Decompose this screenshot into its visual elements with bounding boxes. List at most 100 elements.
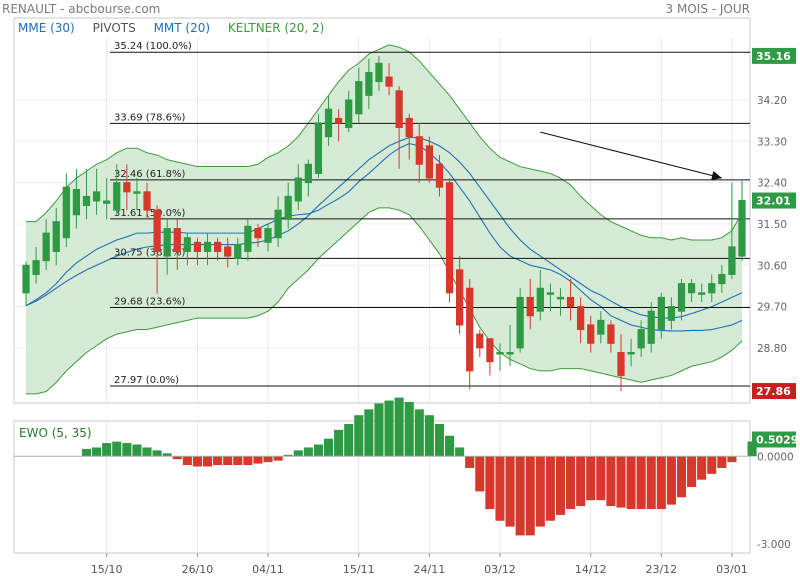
ewo-bar-positive [404, 402, 414, 457]
date-tick-label: 03/01 [716, 563, 748, 576]
date-axis: 15/10 26/10 04/11 15/11 24/11 03/12 14/12 23/12… [91, 553, 748, 576]
ewo-bar-negative [495, 456, 505, 521]
ewo-bar-positive [303, 447, 313, 457]
candle-up [637, 329, 645, 349]
candle-down [476, 333, 484, 349]
fibonacci-label: 35.24 (100.0%) [114, 41, 192, 52]
candle-up [22, 264, 30, 294]
ewo-bar-positive [323, 438, 334, 457]
legend-mmt[interactable]: MMT (20) [153, 21, 211, 35]
candle-up [284, 195, 292, 220]
candle-up [294, 177, 302, 202]
candle-up [365, 71, 373, 96]
ewo-bar-positive [162, 453, 172, 457]
ewo-bar-negative [475, 456, 485, 492]
ewo-bar-positive [455, 447, 465, 457]
candle-up [103, 200, 111, 204]
candle-up [314, 122, 323, 174]
candle-up [647, 310, 655, 344]
legend-mme[interactable]: MME (30) [18, 21, 75, 35]
candle-down [395, 90, 403, 129]
chart-title: RENAULT - abcbourse.com [2, 2, 161, 16]
candle-up [163, 228, 171, 257]
candle-up [738, 200, 746, 257]
candle-up [657, 296, 665, 331]
date-tick-label: 26/10 [182, 563, 214, 576]
ewo-bar-negative [606, 456, 616, 507]
ewo-bar-negative [263, 456, 273, 463]
fibonacci-levels: 35.24 (100.0%) 33.69 (78.6%) 32.46 (61.8%)… [110, 41, 750, 387]
candle-down [456, 269, 464, 326]
ewo-bar-negative [273, 456, 283, 461]
candle-down [577, 306, 585, 331]
price-tick-label: 29.70 [757, 302, 787, 314]
price-tick-label: 28.80 [757, 343, 787, 355]
candle-up [556, 296, 565, 300]
ewo-bar-positive [424, 415, 434, 457]
keltner-band [26, 44, 743, 395]
candle-up [32, 260, 40, 275]
price-tick-label: 34.20 [757, 95, 787, 107]
ewo-bar-negative [586, 456, 596, 501]
candle-down [153, 209, 161, 252]
ewo-bar-negative [485, 456, 495, 510]
candle-down [435, 163, 444, 188]
ewo-tick-label: -3.000 [757, 539, 791, 551]
candle-down [526, 296, 534, 317]
ewo-bar-negative [656, 456, 666, 510]
ewo-bar-negative [202, 456, 213, 467]
candle-up [183, 237, 191, 252]
ewo-bar-positive [152, 450, 162, 457]
chart-period: 3 MOIS - JOUR [665, 2, 750, 16]
ewo-bar-negative [707, 456, 717, 474]
ewo-bar-negative [182, 456, 192, 466]
ewo-bar-negative [545, 456, 555, 521]
price-tag-high-label: 35.16 [756, 50, 791, 63]
candle-up [627, 351, 635, 355]
ewo-bar-positive [354, 415, 364, 457]
ewo-bar-positive [102, 443, 112, 457]
price-tag-low-label: 27.86 [756, 385, 791, 398]
candle-up [506, 351, 514, 355]
candle-up [496, 351, 504, 355]
candle-down [334, 117, 343, 124]
candle-up [597, 319, 605, 335]
candle-down [415, 136, 423, 165]
ewo-value-tag-label: 0.5029 [756, 434, 798, 447]
ewo-bar-negative [213, 456, 223, 466]
price-tag-last-label: 32.01 [756, 195, 791, 208]
indicator-legend: MME (30) PIVOTS MMT (20) KELTNER (20, 2) [18, 21, 338, 35]
trendline [540, 131, 722, 181]
ewo-bar-positive [434, 424, 445, 457]
ewo-bar-positive [313, 444, 323, 457]
price-tick-label: 31.50 [757, 219, 787, 231]
price-tag-last [752, 192, 796, 209]
fibonacci-label: 31.61 (50.0%) [114, 208, 185, 219]
ewo-bar-negative [243, 456, 253, 466]
ewo-bar-positive [364, 409, 374, 457]
legend-keltner[interactable]: KELTNER (20, 2) [227, 21, 325, 35]
ewo-bar-negative [192, 456, 202, 467]
ewo-bar-positive [142, 447, 152, 457]
ewo-bar-negative [626, 456, 636, 510]
price-panel-frame [13, 17, 751, 404]
candle-down [405, 117, 413, 138]
ewo-bar-positive [81, 448, 92, 457]
candle-up [92, 191, 101, 202]
candle-down [254, 228, 262, 239]
ewo-title: EWO (5, 35) [19, 426, 92, 440]
ewo-bar-negative [676, 456, 687, 498]
trendline-arrowhead [711, 170, 722, 181]
date-tick-label: 23/12 [645, 563, 677, 576]
ewo-bar-negative [697, 456, 707, 480]
ewo-bar-negative [253, 456, 263, 464]
ewo-bar-negative [233, 456, 243, 466]
candle-down [213, 241, 222, 252]
mmt-20-line [25, 143, 743, 332]
ewo-bar-positive [283, 454, 293, 457]
date-tick-label: 24/11 [414, 563, 446, 576]
candle-up [516, 296, 524, 349]
candle-down [486, 338, 494, 363]
legend-pivots[interactable]: PIVOTS [92, 21, 136, 35]
